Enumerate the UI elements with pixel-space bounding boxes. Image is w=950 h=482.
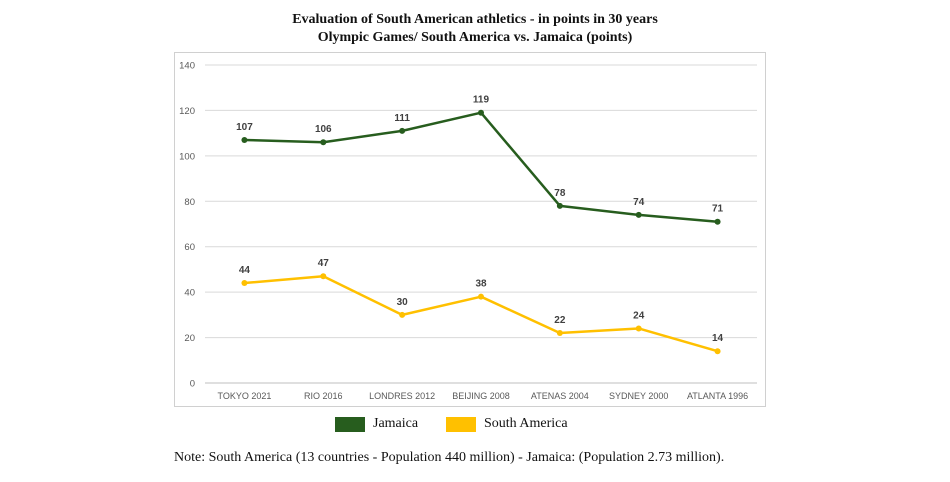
data-label-jamaica: 111 — [394, 113, 410, 124]
legend-label-south-america: South America — [484, 416, 568, 431]
x-tick-label: RIO 2016 — [304, 391, 343, 401]
data-label-jamaica: 106 — [315, 124, 332, 135]
data-point-south-america — [320, 273, 327, 280]
data-point-jamaica — [399, 127, 406, 134]
data-point-south-america — [399, 311, 406, 318]
data-label-south-america: 47 — [318, 258, 330, 269]
data-point-jamaica — [556, 202, 563, 209]
legend-item-south-america: South America — [446, 416, 568, 432]
x-tick-label: ATLANTA 1996 — [687, 391, 748, 401]
data-point-jamaica — [635, 211, 642, 218]
legend: Jamaica South America — [0, 416, 950, 438]
data-point-jamaica — [241, 136, 248, 143]
data-point-jamaica — [478, 109, 484, 116]
data-label-south-america: 44 — [239, 265, 251, 276]
x-tick-label: BEIJING 2008 — [452, 391, 510, 401]
data-point-jamaica — [320, 139, 327, 146]
footnote: Note: South America (13 countries - Popu… — [174, 450, 725, 465]
x-tick-label: SYDNEY 2000 — [609, 391, 668, 401]
chart-title: Evaluation of South American athletics -… — [292, 12, 658, 27]
data-label-south-america: 24 — [633, 310, 645, 321]
chart-subtitle: Olympic Games/ South America vs. Jamaica… — [317, 30, 633, 45]
data-point-south-america — [714, 348, 721, 355]
y-tick-label: 140 — [179, 61, 195, 72]
data-label-south-america: 38 — [475, 279, 487, 290]
plot-frame — [174, 52, 766, 407]
x-tick-label: TOKYO 2021 — [217, 391, 271, 401]
x-tick-label: ATENAS 2004 — [531, 391, 589, 401]
data-point-south-america — [241, 280, 248, 287]
data-label-south-america: 30 — [397, 297, 409, 308]
y-tick-label: 80 — [184, 197, 195, 208]
y-tick-label: 0 — [190, 379, 195, 390]
legend-swatch-jamaica — [335, 416, 365, 432]
data-label-south-america: 22 — [554, 315, 566, 326]
data-label-jamaica: 74 — [633, 197, 645, 208]
y-tick-label: 40 — [184, 288, 195, 299]
data-label-jamaica: 107 — [236, 122, 253, 133]
data-label-jamaica: 119 — [473, 95, 490, 106]
y-tick-label: 20 — [184, 333, 195, 344]
legend-swatch-south-america — [446, 416, 476, 432]
data-label-south-america: 14 — [712, 333, 724, 344]
y-tick-label: 100 — [179, 151, 195, 162]
y-tick-label: 60 — [184, 242, 195, 253]
legend-item-jamaica: Jamaica — [335, 416, 418, 432]
data-label-jamaica: 78 — [554, 188, 566, 199]
data-label-jamaica: 71 — [712, 204, 724, 215]
data-point-south-america — [635, 325, 642, 332]
data-point-jamaica — [714, 218, 721, 225]
x-tick-label: LONDRES 2012 — [369, 391, 435, 401]
line-chart: 0 20 40 60 80 100 120 140 TOKYO 2021 RIO 2016 LOND… — [179, 61, 757, 401]
data-point-south-america — [556, 330, 563, 337]
legend-label-jamaica: Jamaica — [373, 416, 419, 431]
y-tick-label: 120 — [179, 106, 195, 117]
data-point-south-america — [478, 293, 484, 300]
